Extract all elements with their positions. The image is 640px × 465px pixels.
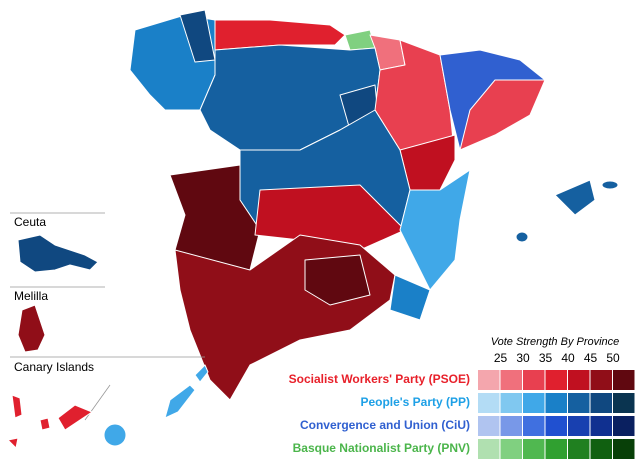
legend-swatch: [568, 416, 590, 436]
legend-swatch: [523, 370, 545, 390]
legend-swatch: [613, 393, 635, 413]
legend-swatch: [500, 439, 522, 459]
legend-swatch: [500, 393, 522, 413]
melilla: [17, 304, 46, 353]
legend-swatch: [613, 416, 635, 436]
legend-tick: 40: [561, 351, 575, 365]
legend-swatch: [500, 416, 522, 436]
valencia: [399, 169, 471, 291]
fuerteventura: [164, 384, 196, 419]
canary-islands: [7, 364, 209, 449]
mainland: [129, 9, 619, 401]
legend-swatch: [545, 439, 567, 459]
legend-swatch: [545, 370, 567, 390]
legend-tick: 45: [584, 351, 598, 365]
legend-swatch: [613, 439, 635, 459]
legend-swatch: [590, 416, 612, 436]
legend-swatch: [568, 393, 590, 413]
legend-swatch: [590, 439, 612, 459]
lanzarote: [194, 364, 209, 383]
basque-country: [344, 29, 376, 51]
tenerife: [57, 404, 93, 431]
jaen: [304, 254, 371, 306]
ceuta: [17, 234, 99, 273]
legend-title: Vote Strength By Province: [491, 336, 620, 348]
legend-swatch: [613, 370, 635, 390]
party-label: Socialist Workers' Party (PSOE): [289, 372, 470, 386]
legend-tick: 30: [516, 351, 530, 365]
legend-swatch: [500, 370, 522, 390]
legend-swatch: [478, 393, 500, 413]
hierro: [7, 437, 19, 449]
gomera: [39, 417, 51, 431]
legend-tick: 35: [539, 351, 553, 365]
party-label: People's Party (PP): [360, 395, 470, 409]
legend-swatch: [590, 393, 612, 413]
legend-swatch: [478, 416, 500, 436]
gran-canaria: [103, 423, 127, 447]
legend-swatch: [478, 439, 500, 459]
inset-label: Canary Islands: [14, 360, 94, 374]
legend-swatch: [568, 370, 590, 390]
murcia: [389, 274, 431, 321]
legend-tick: 25: [494, 351, 508, 365]
legend-swatch: [545, 393, 567, 413]
inset-label: Melilla: [14, 289, 48, 303]
legend: 25 30 35 40 45 50 Socialist Workers' Party (PS…: [289, 351, 635, 459]
legend-swatch: [478, 370, 500, 390]
menorca: [601, 180, 619, 190]
la-palma: [11, 394, 23, 419]
legend-tick: 50: [606, 351, 620, 365]
legend-swatch: [545, 416, 567, 436]
ibiza: [515, 231, 529, 243]
legend-swatch: [523, 393, 545, 413]
legend-swatch: [568, 439, 590, 459]
legend-swatch: [523, 416, 545, 436]
legend-swatch: [523, 439, 545, 459]
catalonia-south: [459, 79, 546, 151]
party-label: Basque Nationalist Party (PNV): [293, 441, 470, 455]
legend-swatch: [590, 370, 612, 390]
party-label: Convergence and Union (CiU): [300, 418, 470, 432]
inset-label: Ceuta: [14, 215, 46, 229]
mallorca: [554, 179, 596, 216]
